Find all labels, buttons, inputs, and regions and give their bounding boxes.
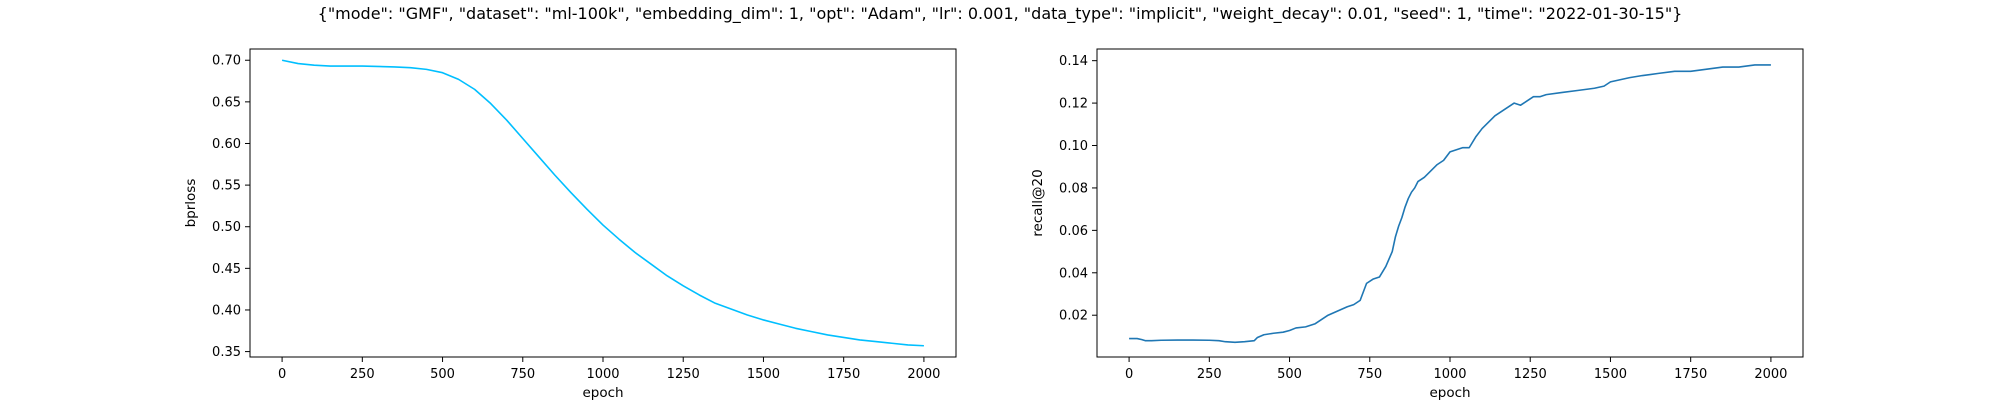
bprloss-y-tick-label: 0.60 [212, 137, 241, 152]
figure-title: {"mode": "GMF", "dataset": "ml-100k", "e… [317, 4, 1683, 23]
recall-x-tick-label: 1250 [1514, 367, 1547, 382]
bprloss-y-tick-label: 0.70 [212, 54, 241, 69]
bprloss-x-tick-label: 1000 [586, 367, 619, 382]
bprloss-x-axis-label: epoch [582, 385, 623, 400]
bprloss-y-tick-label: 0.65 [212, 95, 241, 110]
recall-x-tick-label: 1500 [1594, 367, 1627, 382]
recall-y-tick-label: 0.10 [1059, 139, 1088, 154]
recall-x-tick-label: 2000 [1754, 367, 1787, 382]
recall-y-axis-label: recall@20 [1030, 169, 1046, 236]
bprloss-x-tick-label: 750 [510, 367, 535, 382]
recall-series-line-0 [1129, 64, 1771, 344]
recall-x-tick-label: 250 [1197, 367, 1222, 382]
bprloss-y-tick-label: 0.35 [212, 345, 241, 360]
bprloss-x-tick-label: 500 [430, 367, 455, 382]
recall-y-tick-label: 0.12 [1059, 97, 1088, 112]
bprloss-x-tick-label: 1500 [747, 367, 780, 382]
recall-axes-frame [1096, 48, 1804, 358]
bprloss-axes-frame [249, 48, 957, 358]
bprloss-chart-panel: 0 250 500 750 1000 1250 1500 1750 2000 0.35 0.40 0.… [183, 48, 957, 400]
recall-x-axis-label: epoch [1429, 385, 1470, 400]
recall-x-tick-label: 0 [1125, 367, 1133, 382]
recall-y-tick-label: 0.04 [1059, 266, 1088, 281]
recall-x-tick-label: 500 [1277, 367, 1302, 382]
bprloss-series-line-0 [281, 59, 924, 347]
bprloss-y-tick-label: 0.50 [212, 220, 241, 235]
bprloss-y-axis-label: bprloss [183, 179, 199, 228]
bprloss-y-tick-label: 0.45 [212, 262, 241, 277]
bprloss-y-tick-label: 0.55 [212, 179, 241, 194]
recall-y-tick-label: 0.02 [1059, 309, 1088, 324]
recall-y-tick-label: 0.06 [1059, 224, 1088, 239]
bprloss-x-tick-label: 1750 [827, 367, 860, 382]
bprloss-x-tick-label: 1250 [667, 367, 700, 382]
recall-y-tick-label: 0.14 [1059, 54, 1088, 69]
recall-x-tick-label: 1750 [1674, 367, 1707, 382]
recall-x-tick-label: 1000 [1433, 367, 1466, 382]
recall-x-tick-label: 750 [1357, 367, 1382, 382]
recall-chart-panel: 0 250 500 750 1000 1250 1500 1750 2000 0.02 0.04 0.… [1030, 48, 1804, 400]
recall-y-tick-label: 0.08 [1059, 181, 1088, 196]
bprloss-x-tick-label: 0 [278, 367, 286, 382]
bprloss-x-tick-label: 2000 [907, 367, 940, 382]
bprloss-x-tick-label: 250 [350, 367, 375, 382]
bprloss-y-tick-label: 0.40 [212, 303, 241, 318]
